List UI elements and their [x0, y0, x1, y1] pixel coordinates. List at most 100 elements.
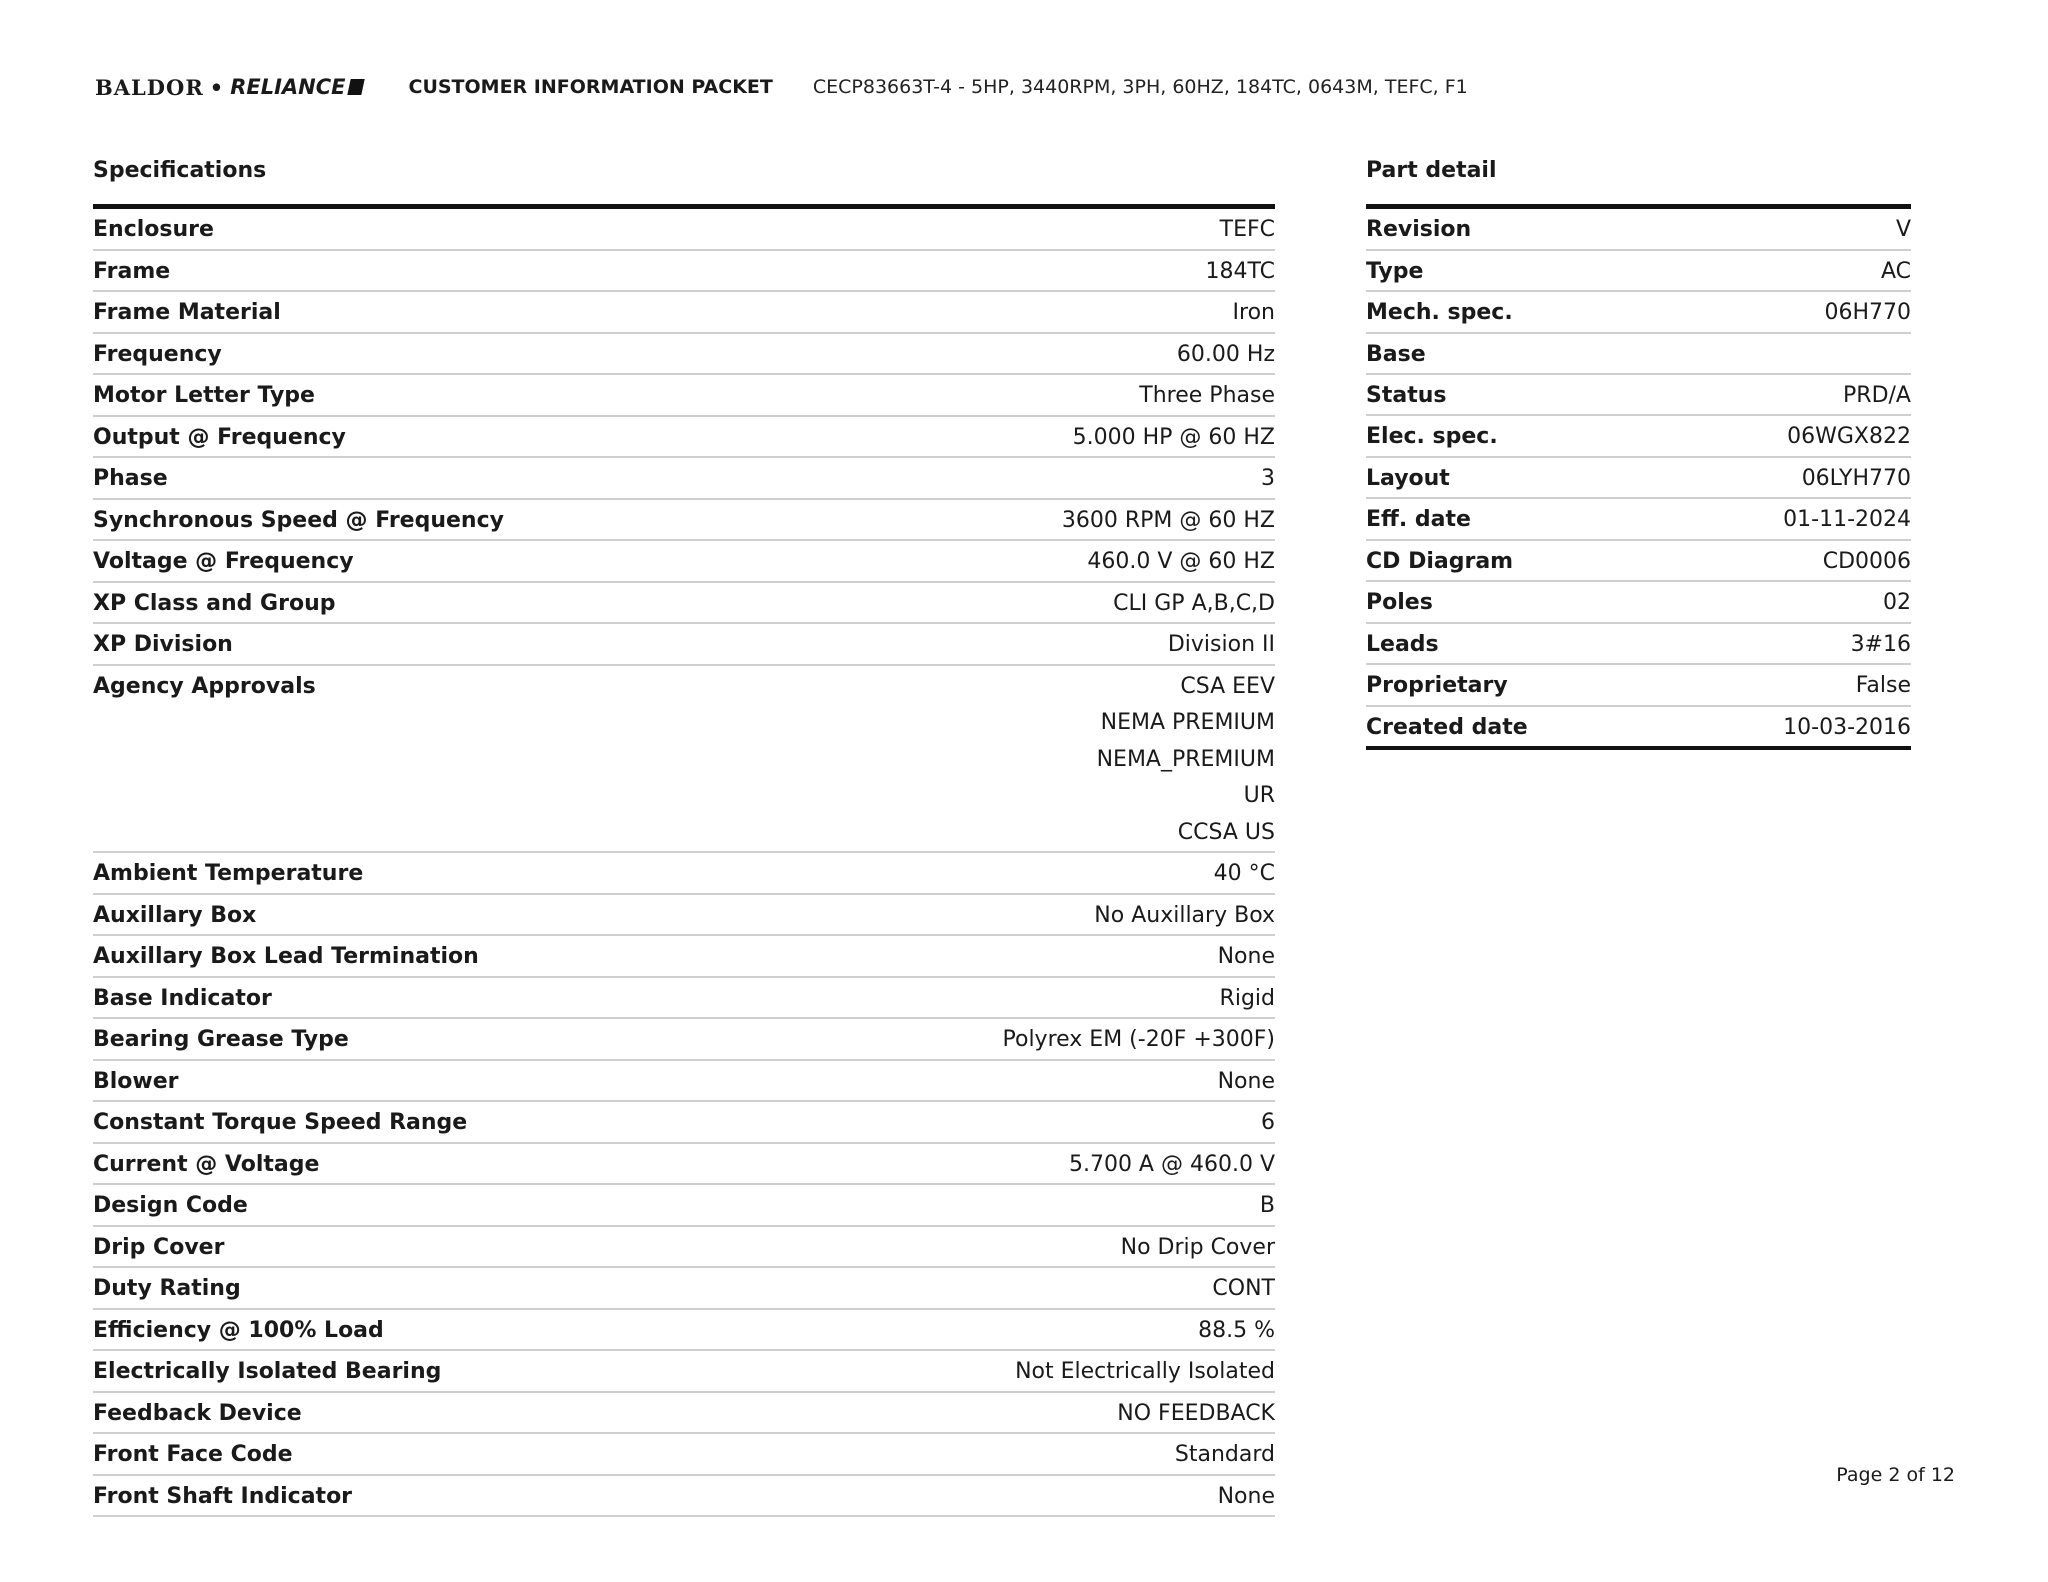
table-row: Frequency 60.00 Hz	[93, 334, 1275, 375]
table-row: Frame Material Iron	[93, 292, 1275, 334]
row-value: 02	[1883, 585, 1911, 622]
row-label: Duty Rating	[93, 1276, 241, 1301]
table-row: Proprietary False	[1366, 665, 1911, 707]
row-value: None	[1218, 939, 1275, 976]
page-number: Page 2 of 12	[1836, 1464, 1955, 1486]
row-label: Bearing Grease Type	[93, 1027, 349, 1052]
row-value-line: 10-03-2016	[1783, 714, 1911, 740]
row-value: None	[1218, 1479, 1275, 1516]
table-row: Front Face Code Standard	[93, 1434, 1275, 1476]
table-row: Eff. date 01-11-2024	[1366, 499, 1911, 541]
row-label: Voltage @ Frequency	[93, 549, 354, 574]
row-label: Design Code	[93, 1193, 248, 1218]
table-row: Auxillary Box No Auxillary Box	[93, 895, 1275, 936]
row-value-line: Iron	[1232, 300, 1275, 325]
row-value: CSA EEV NEMA PREMIUM NEMA_PREMIUM UR CCSA US	[1097, 669, 1275, 852]
table-row: Enclosure TEFC	[93, 209, 1275, 251]
row-label: Drip Cover	[93, 1234, 225, 1260]
row-value: 06LYH770	[1802, 461, 1911, 498]
row-value: CLI GP A,B,C,D	[1113, 586, 1275, 623]
row-label: Front Shaft Indicator	[93, 1483, 353, 1509]
row-label: Layout	[1366, 465, 1450, 491]
table-row: Feedback Device NO FEEDBACK	[93, 1393, 1275, 1434]
table-row: XP Class and Group CLI GP A,B,C,D	[93, 583, 1275, 624]
row-value: TEFC	[1220, 212, 1275, 249]
row-value-line: NEMA_PREMIUM	[1096, 746, 1275, 772]
row-value-line: TEFC	[1219, 217, 1275, 242]
row-value-line: AC	[1880, 258, 1911, 284]
table-row: Drip Cover No Drip Cover	[93, 1227, 1275, 1268]
table-row: CD Diagram CD0006	[1366, 541, 1911, 582]
table-row: Frame 184TC	[93, 251, 1275, 292]
row-value-line: Division II	[1167, 632, 1275, 657]
specifications-table: Enclosure TEFC Frame 184TC Frame Material Iro…	[93, 204, 1275, 1517]
row-value: CD0006	[1823, 544, 1911, 581]
row-label: Mech. spec.	[1366, 300, 1513, 325]
row-value-line: 40 °C	[1213, 861, 1275, 886]
table-row: Motor Letter Type Three Phase	[93, 375, 1275, 417]
row-value-line: NEMA PREMIUM	[1100, 710, 1275, 735]
row-value: 5.000 HP @ 60 HZ	[1073, 420, 1275, 457]
row-label: Proprietary	[1366, 673, 1508, 698]
row-value-line: 88.5 %	[1198, 1317, 1275, 1343]
row-label: Front Face Code	[93, 1442, 293, 1467]
row-value: False	[1856, 668, 1911, 705]
row-value: 6	[1261, 1105, 1275, 1142]
row-value: No Drip Cover	[1121, 1230, 1275, 1267]
row-label: Feedback Device	[93, 1400, 302, 1426]
table-row: XP Division Division II	[93, 624, 1275, 666]
row-value-line: CD0006	[1822, 548, 1911, 574]
row-value-line: Polyrex EM (-20F +300F)	[1002, 1027, 1276, 1052]
table-row: Revision V	[1366, 209, 1911, 251]
row-value: 3600 RPM @ 60 HZ	[1062, 503, 1275, 540]
row-label: Eff. date	[1366, 507, 1471, 532]
row-value-line: 5.000 HP @ 60 HZ	[1072, 424, 1275, 450]
row-value-line: CCSA US	[1177, 819, 1275, 845]
row-label: Frame Material	[93, 300, 281, 325]
table-row: Bearing Grease Type Polyrex EM (-20F +300…	[93, 1019, 1275, 1061]
table-row: Base Indicator Rigid	[93, 978, 1275, 1019]
row-value: 01-11-2024	[1783, 502, 1911, 539]
row-label: Output @ Frequency	[93, 424, 346, 450]
row-value-line: 02	[1883, 590, 1911, 615]
row-value-line: 3#16	[1850, 631, 1911, 657]
table-row: Electrically Isolated Bearing Not Electri…	[93, 1351, 1275, 1393]
row-value-line: None	[1217, 1068, 1275, 1094]
row-label: Base	[1366, 341, 1426, 367]
row-label: Efficiency @ 100% Load	[93, 1317, 384, 1343]
row-label: Constant Torque Speed Range	[93, 1110, 468, 1135]
row-value-line: B	[1259, 1193, 1275, 1218]
row-value-line: Standard	[1174, 1442, 1275, 1467]
row-value: 60.00 Hz	[1177, 337, 1275, 374]
table-row: Type AC	[1366, 251, 1911, 292]
row-value: NO FEEDBACK	[1117, 1396, 1275, 1433]
row-label: Blower	[93, 1068, 179, 1094]
row-value: 460.0 V @ 60 HZ	[1087, 544, 1275, 581]
table-row: Output @ Frequency 5.000 HP @ 60 HZ	[93, 417, 1275, 458]
row-value: Three Phase	[1139, 378, 1275, 415]
row-label: Ambient Temperature	[93, 861, 364, 886]
row-label: Motor Letter Type	[93, 383, 315, 408]
table-row: Synchronous Speed @ Frequency 3600 RPM @ …	[93, 500, 1275, 541]
row-value: 3	[1261, 461, 1275, 498]
row-value: None	[1218, 1064, 1275, 1101]
row-label: Current @ Voltage	[93, 1151, 320, 1177]
row-value-line: CONT	[1212, 1276, 1275, 1301]
product-description: CECP83663T-4 - 5HP, 3440RPM, 3PH, 60HZ, …	[812, 76, 1468, 98]
row-value: 3#16	[1851, 627, 1911, 664]
table-row: Created date 10-03-2016	[1366, 707, 1911, 747]
row-label: XP Class and Group	[93, 590, 336, 616]
row-label: Poles	[1366, 590, 1433, 615]
row-value-line: 3	[1261, 466, 1275, 491]
document-header: BALDOR • RELIANCE CUSTOMER INFORMATION PAC…	[95, 72, 1468, 102]
row-value-line: 60.00 Hz	[1176, 341, 1275, 367]
row-value: 10-03-2016	[1783, 710, 1911, 747]
row-value: Rigid	[1220, 981, 1275, 1018]
row-label: CD Diagram	[1366, 548, 1514, 574]
row-value: PRD/A	[1843, 378, 1911, 415]
row-value: B	[1260, 1188, 1275, 1225]
row-value-line: None	[1217, 944, 1275, 969]
table-row: Constant Torque Speed Range 6	[93, 1102, 1275, 1144]
specifications-title: Specifications	[93, 158, 267, 183]
logo-mark-icon	[346, 79, 365, 95]
